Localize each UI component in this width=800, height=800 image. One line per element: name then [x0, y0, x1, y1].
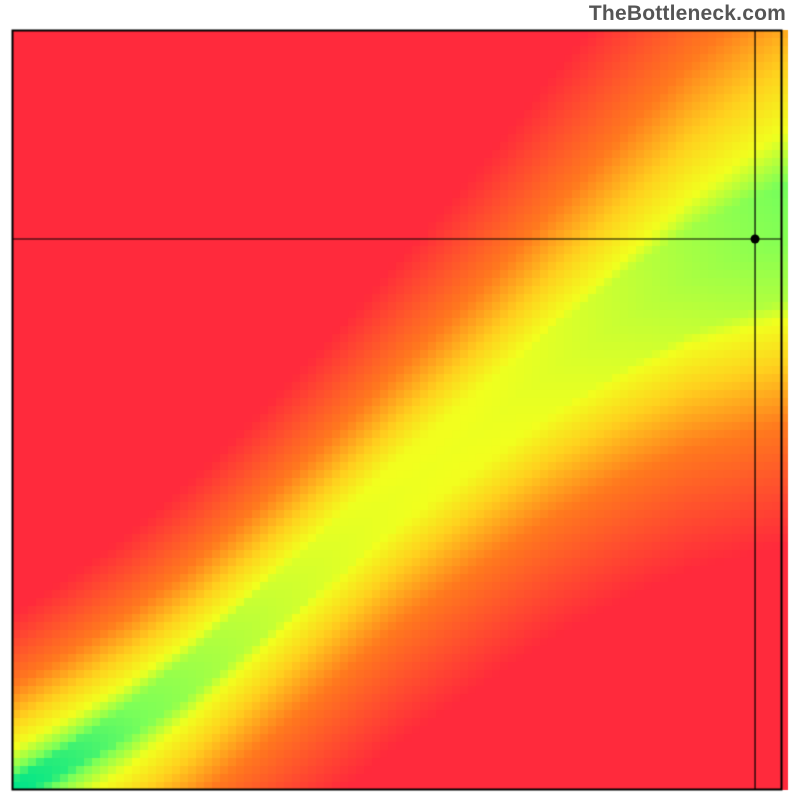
chart-container: TheBottleneck.com	[0, 0, 800, 800]
bottleneck-heatmap	[0, 0, 800, 800]
watermark-text: TheBottleneck.com	[589, 2, 786, 26]
